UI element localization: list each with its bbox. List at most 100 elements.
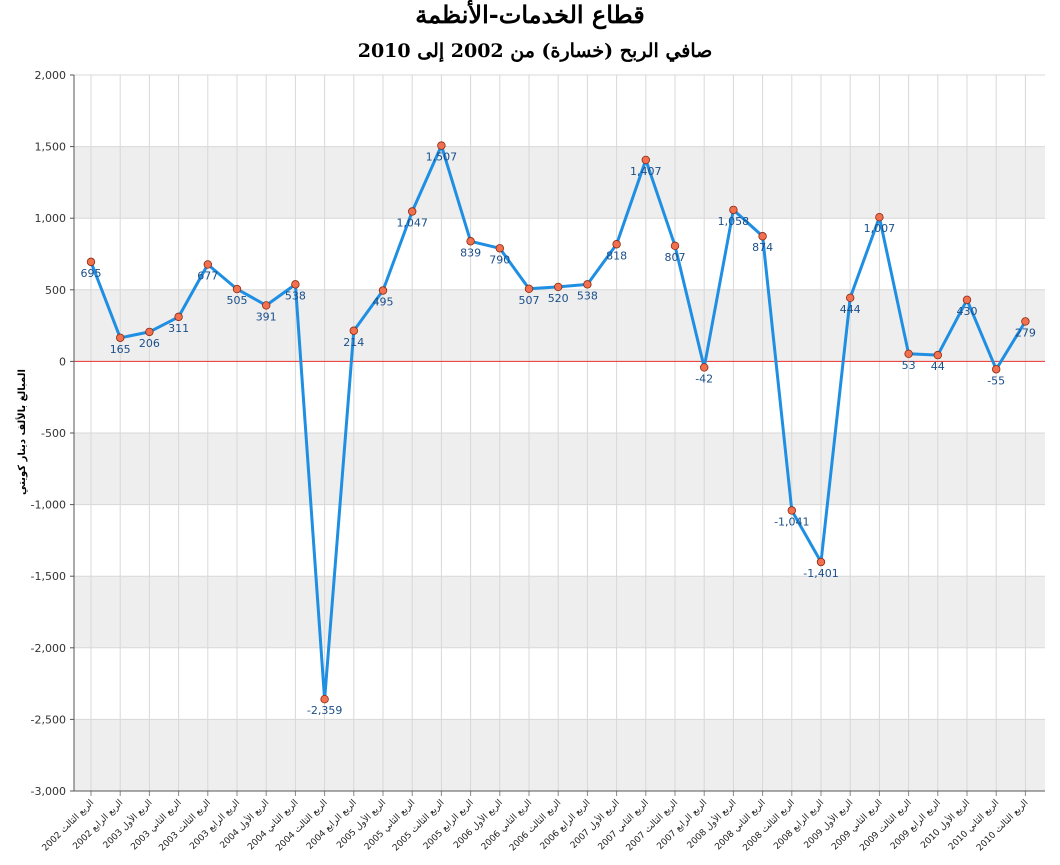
y-tick-label: 2,000: [35, 69, 67, 82]
data-point: [787, 506, 796, 515]
x-tick-label: الربع الثالث 2005: [391, 798, 446, 853]
x-tick-label: الربع الثالث 2008: [741, 798, 796, 853]
data-point: [1021, 317, 1030, 326]
data-label: 507: [519, 294, 540, 307]
y-tick-label: 500: [45, 284, 66, 297]
data-label: -1,401: [803, 567, 838, 580]
x-tick-label: الربع الرابع 2008: [772, 798, 826, 852]
grid-band: [74, 289, 1045, 362]
y-tick-label: 0: [59, 355, 66, 368]
x-tick-label: الربع الثالث 2004: [274, 798, 329, 853]
x-tick-label: الربع الأول 2006: [451, 797, 505, 851]
data-label: 279: [1015, 326, 1036, 339]
x-tick-label: الربع الثاني 2005: [363, 798, 417, 852]
x-tick-label: الربع الأول 2003: [100, 797, 154, 851]
data-point: [378, 286, 388, 295]
data-label: 391: [256, 310, 277, 323]
data-point: [524, 284, 534, 293]
data-label: -2,359: [307, 704, 342, 717]
x-tick-label: الربع الثالث 2010: [975, 798, 1030, 853]
data-label: 1,047: [396, 216, 428, 229]
data-point: [816, 557, 826, 567]
x-tick-label: الربع الثالث 2006: [508, 798, 563, 853]
data-label: 505: [227, 294, 248, 307]
data-label: 311: [168, 322, 189, 335]
data-label: -1,041: [774, 515, 809, 528]
data-point: [670, 241, 680, 251]
data-point: [349, 326, 358, 335]
data-point: [904, 349, 913, 359]
x-tick-label: الربع الرابع 2004: [305, 798, 359, 852]
y-tick-label: -500: [41, 427, 66, 440]
grid-band: [74, 576, 1045, 648]
background-bands: [74, 146, 1045, 791]
data-point: [320, 695, 329, 704]
data-label: 874: [752, 241, 773, 254]
x-tick-label: الربع الرابع 2002: [71, 798, 125, 852]
x-tick-label: الربع الرابع 2007: [655, 798, 709, 852]
data-label: 1,507: [426, 151, 458, 164]
data-label: 1,058: [718, 215, 750, 228]
data-point: [583, 280, 592, 289]
x-tick-label: الربع الأول 2004: [217, 797, 271, 851]
y-tick-label: 1,000: [35, 212, 67, 225]
data-label: 165: [110, 343, 131, 356]
data-label: 839: [460, 246, 481, 259]
data-point: [758, 232, 767, 241]
x-tick-label: الربع الثاني 2008: [713, 798, 767, 852]
data-label: 206: [139, 337, 160, 350]
y-tick-label: 1,500: [35, 141, 67, 154]
x-tick-label: الربع الأول 2008: [684, 797, 738, 851]
y-tick-label: -1,000: [31, 499, 66, 512]
data-labels: 695 165 206 311 677 505 391 538 -2,359 214 495 1,04…: [81, 151, 1036, 718]
data-label: 1,407: [630, 165, 662, 178]
data-point: [145, 327, 154, 337]
data-point: [846, 293, 855, 303]
data-label: 495: [373, 296, 394, 309]
data-label: 520: [548, 292, 569, 305]
data-label: 1,007: [864, 222, 896, 235]
x-tick-label: الربع الثاني 2004: [246, 798, 300, 852]
data-point: [700, 363, 709, 372]
x-tick-label: الربع الأول 2009: [801, 797, 855, 851]
data-label: -55: [987, 374, 1005, 387]
x-tick-label: الربع الثاني 2007: [597, 798, 651, 852]
grid-band: [74, 719, 1045, 791]
x-tick-label: الربع الثالث 2002: [41, 798, 96, 853]
data-point: [554, 282, 563, 292]
data-point: [232, 284, 242, 294]
x-tick-label: الربع الرابع 2003: [188, 798, 242, 852]
data-label: 695: [81, 267, 102, 280]
x-tick-label: الربع الثاني 2010: [947, 798, 1001, 852]
data-point: [962, 295, 972, 305]
grid-band: [74, 433, 1045, 505]
data-point: [641, 155, 650, 165]
data-point: [86, 257, 96, 267]
data-label: 538: [577, 289, 598, 302]
data-point: [203, 260, 212, 269]
data-point: [174, 312, 183, 322]
data-point: [992, 365, 1001, 374]
data-label: 214: [343, 336, 364, 349]
y-tick-label: -2,500: [31, 713, 66, 726]
x-tick-label: الربع الثاني 2006: [480, 798, 534, 852]
data-point: [437, 141, 446, 150]
data-point: [875, 212, 884, 222]
data-label: 44: [931, 360, 945, 373]
x-tick-label: الربع الأول 2007: [568, 797, 622, 851]
chart-title: قطاع الخدمات-الأنظمة: [415, 0, 645, 29]
data-label: 677: [197, 269, 218, 282]
x-tick-label: الربع الثالث 2003: [157, 798, 212, 853]
data-point: [495, 244, 504, 253]
x-tick-label: الربع الرابع 2005: [422, 798, 476, 852]
grid-band: [74, 146, 1045, 219]
vertical-gridlines: [90, 75, 1026, 791]
data-point: [291, 280, 300, 289]
data-label: 444: [840, 303, 861, 316]
x-tick-label: الربع الأول 2010: [918, 797, 972, 851]
y-tick-labels: -3,000 -2,500 -2,000 -1,500 -1,000 -500 0 500 1,…: [31, 69, 66, 798]
y-axis-label: المبالغ بالألف دينار كويتي: [15, 369, 28, 495]
data-point: [115, 333, 125, 342]
y-tick-label: -1,500: [31, 570, 66, 583]
x-tick-label: الربع الرابع 2006: [539, 798, 593, 852]
